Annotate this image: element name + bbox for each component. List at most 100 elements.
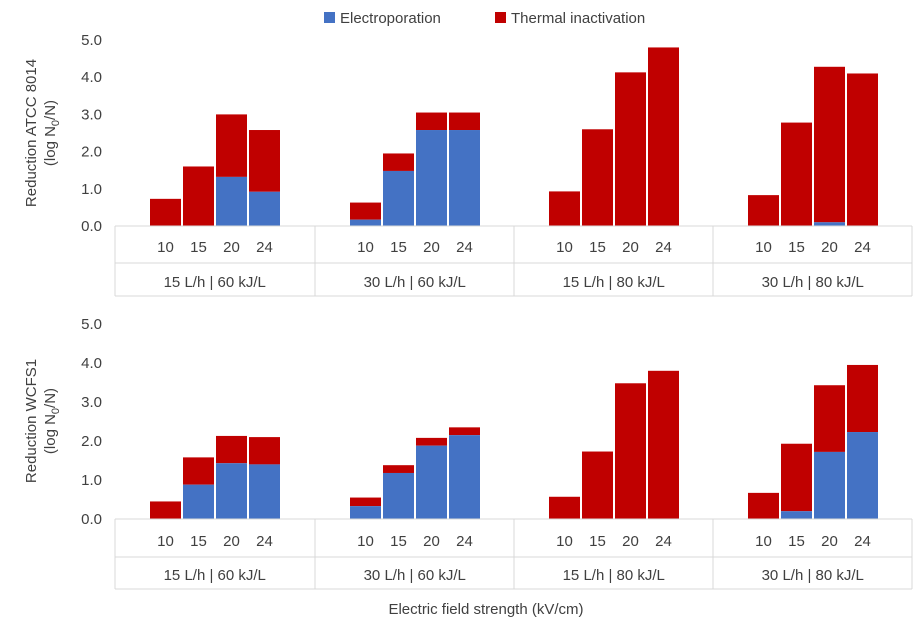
bar-electroporation (350, 219, 381, 226)
bar-electroporation (383, 170, 414, 226)
x-category-label: 15 (589, 239, 606, 256)
y-tick-label: 5.0 (81, 316, 102, 333)
x-category-label: 24 (456, 533, 473, 550)
y-tick-label: 1.0 (81, 472, 102, 489)
x-category-label: 10 (556, 239, 573, 256)
y-tick-label: 2.0 (81, 144, 102, 161)
bar-thermal-inactivation (781, 122, 812, 226)
y-tick-label: 4.0 (81, 69, 102, 86)
x-group-label: 15 L/h | 60 kJ/L (164, 567, 266, 584)
y-axis-title-subscript: 0 (50, 408, 62, 414)
bar-electroporation (814, 451, 845, 519)
bar-thermal-inactivation (582, 129, 613, 226)
bar-electroporation (249, 191, 280, 226)
bar-thermal-inactivation (150, 198, 181, 226)
y-axis-title-line1: Reduction ATCC 8014 (23, 59, 40, 207)
bar-thermal-inactivation (383, 153, 414, 171)
x-category-label: 15 (788, 533, 805, 550)
x-category-label: 10 (357, 533, 374, 550)
bar-electroporation (350, 506, 381, 519)
x-category-label: 10 (556, 533, 573, 550)
legend-label-electroporation: Electroporation (340, 10, 441, 27)
x-group-label: 30 L/h | 80 kJ/L (762, 567, 864, 584)
bar-thermal-inactivation (416, 437, 447, 446)
bar-thermal-inactivation (383, 465, 414, 473)
y-axis-title: Reduction WCFS1 (log N0/N) (23, 359, 62, 483)
x-category-label: 20 (423, 533, 440, 550)
bar-electroporation (416, 130, 447, 226)
bar-thermal-inactivation (648, 370, 679, 519)
x-category-label: 10 (755, 239, 772, 256)
x-group-label: 30 L/h | 80 kJ/L (762, 274, 864, 291)
bar-electroporation (383, 472, 414, 519)
x-category-label: 15 (788, 239, 805, 256)
y-tick-label: 0.0 (81, 218, 102, 235)
x-group-label: 15 L/h | 80 kJ/L (563, 567, 665, 584)
legend: Electroporation Thermal inactivation (324, 10, 645, 27)
bar-thermal-inactivation (748, 195, 779, 226)
bar-thermal-inactivation (449, 112, 480, 131)
bar-electroporation (216, 176, 247, 226)
x-category-label: 15 (190, 533, 207, 550)
bar-thermal-inactivation (781, 443, 812, 512)
x-category-label: 15 (390, 533, 407, 550)
bar-thermal-inactivation (249, 130, 280, 192)
bar-thermal-inactivation (748, 492, 779, 519)
y-axis-title-line2-end: /N) (42, 100, 59, 120)
bar-thermal-inactivation (183, 457, 214, 485)
bar-thermal-inactivation (549, 191, 580, 226)
bar-thermal-inactivation (549, 496, 580, 519)
x-category-label: 10 (157, 533, 174, 550)
x-group-label: 15 L/h | 80 kJ/L (563, 274, 665, 291)
bar-thermal-inactivation (615, 72, 646, 226)
y-tick-label: 4.0 (81, 355, 102, 372)
bar-thermal-inactivation (350, 497, 381, 507)
x-category-label: 10 (357, 239, 374, 256)
x-category-label: 24 (456, 239, 473, 256)
x-group-label: 30 L/h | 60 kJ/L (364, 274, 466, 291)
bar-thermal-inactivation (150, 501, 181, 519)
bar-thermal-inactivation (449, 427, 480, 436)
x-category-label: 15 (190, 239, 207, 256)
bar-thermal-inactivation (216, 114, 247, 177)
y-axis-title-line2: (log N (42, 126, 59, 166)
legend-swatch-thermal-inactivation (495, 12, 506, 23)
x-category-label: 10 (755, 533, 772, 550)
x-category-label: 20 (821, 533, 838, 550)
y-tick-label: 2.0 (81, 433, 102, 450)
bar-thermal-inactivation (814, 66, 845, 223)
y-axis-title-line2: (log N (42, 414, 59, 454)
bar-electroporation (847, 432, 878, 519)
x-category-label: 20 (622, 239, 639, 256)
x-category-label: 20 (821, 239, 838, 256)
bar-thermal-inactivation (847, 364, 878, 433)
bar-electroporation (183, 484, 214, 519)
legend-label-thermal-inactivation: Thermal inactivation (511, 10, 645, 27)
bar-thermal-inactivation (648, 47, 679, 226)
y-axis-title-subscript: 0 (50, 120, 62, 126)
bar-thermal-inactivation (847, 73, 878, 226)
bar-thermal-inactivation (183, 166, 214, 226)
x-group-label: 15 L/h | 60 kJ/L (164, 274, 266, 291)
bar-thermal-inactivation (814, 385, 845, 452)
x-category-label: 24 (256, 239, 273, 256)
y-axis-title: Reduction ATCC 8014 (log N0/N) (23, 59, 62, 207)
bar-electroporation (814, 222, 845, 226)
panel-wcfs1: 0.0 1.0 2.0 3.0 4.0 5.0 Reduction WCFS1 (log N0… (23, 316, 913, 590)
x-category-label: 20 (423, 239, 440, 256)
bar-electroporation (416, 445, 447, 519)
x-category-label: 10 (157, 239, 174, 256)
y-tick-label: 1.0 (81, 181, 102, 198)
y-axis-title-line2-end: /N) (42, 388, 59, 408)
bar-electroporation (781, 511, 812, 519)
bar-thermal-inactivation (582, 451, 613, 519)
bar-thermal-inactivation (615, 383, 646, 519)
y-tick-label: 3.0 (81, 394, 102, 411)
y-tick-label: 0.0 (81, 511, 102, 528)
bar-thermal-inactivation (216, 435, 247, 464)
y-tick-label: 3.0 (81, 106, 102, 123)
x-category-label: 24 (854, 239, 871, 256)
bar-electroporation (449, 130, 480, 226)
bar-thermal-inactivation (350, 202, 381, 220)
